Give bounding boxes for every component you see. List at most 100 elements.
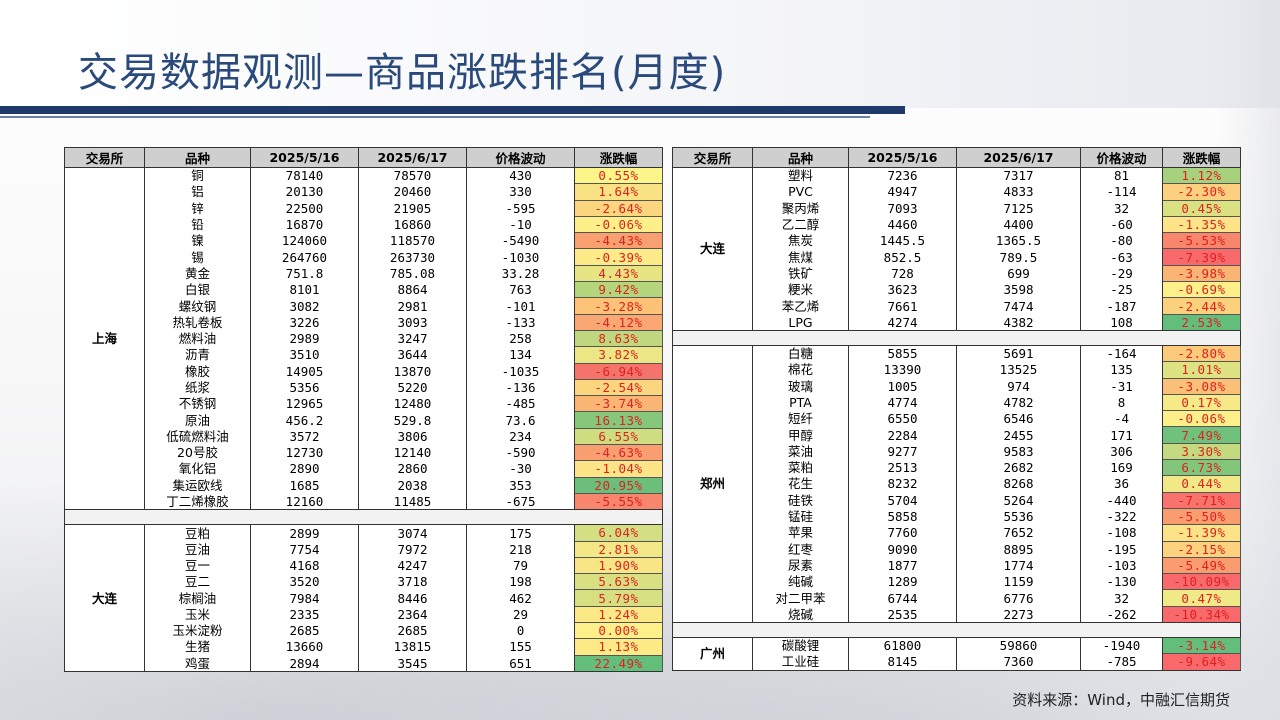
price-change-cell: 29 (466, 606, 575, 623)
product-cell: PTA (752, 394, 849, 411)
price-end-cell: 785.08 (358, 265, 467, 282)
price-change-cell: 32 (1080, 589, 1163, 607)
table-row: 棉花 13390 13525 135 1.01% (673, 361, 1241, 379)
pct-change-cell: -2.15% (1162, 540, 1241, 558)
group-separator (64, 509, 663, 526)
price-start-cell: 9090 (848, 541, 957, 558)
price-end-cell: 13525 (956, 361, 1081, 379)
product-cell: 铁矿 (752, 265, 849, 282)
price-change-cell: 134 (466, 346, 575, 364)
pct-change-cell: -7.39% (1162, 248, 1241, 266)
table-row: 铝 20130 20460 330 1.64% (65, 183, 663, 201)
price-change-cell: -10 (466, 216, 575, 233)
pct-change-cell: -0.06% (1162, 410, 1241, 428)
table-row: 烧碱 2535 2273 -262 -10.34% (673, 605, 1241, 624)
price-end-cell: 5536 (956, 508, 1081, 525)
header-date2: 2025/6/17 (358, 147, 467, 168)
pct-change-cell: -0.06% (574, 215, 663, 234)
product-cell: 豆粕 (144, 524, 251, 542)
price-start-cell: 1877 (848, 557, 957, 574)
table-row: 20号胶 12730 12140 -590 -4.63% (65, 444, 663, 462)
price-start-cell: 4460 (848, 216, 957, 233)
table-row: 铁矿 728 699 -29 -3.98% (673, 264, 1241, 283)
product-cell: 短纤 (752, 410, 849, 427)
price-start-cell: 6744 (848, 589, 957, 607)
pct-change-cell: 1.12% (1162, 166, 1241, 185)
product-cell: 焦炭 (752, 232, 849, 249)
price-change-cell: -675 (466, 493, 575, 511)
header-product: 品种 (752, 147, 849, 168)
price-end-cell: 7317 (956, 167, 1081, 184)
price-start-cell: 5356 (250, 379, 359, 396)
table-row: 低硫燃料油 3572 3806 234 6.55% (65, 427, 663, 446)
price-start-cell: 3082 (250, 297, 359, 315)
price-end-cell: 2685 (358, 622, 467, 639)
product-cell: LPG (752, 314, 849, 331)
price-change-cell: -133 (466, 314, 575, 331)
pct-change-cell: 16.13% (574, 411, 663, 429)
price-end-cell: 20460 (358, 183, 467, 201)
product-cell: 对二甲苯 (752, 589, 849, 607)
price-change-cell: 32 (1080, 200, 1163, 217)
price-change-cell: -60 (1080, 216, 1163, 233)
product-cell: 红枣 (752, 541, 849, 558)
price-start-cell: 2513 (848, 459, 957, 476)
pct-change-cell: 0.45% (1162, 199, 1241, 217)
pct-change-cell: -2.30% (1162, 183, 1241, 201)
price-change-cell: -31 (1080, 378, 1163, 395)
price-start-cell: 3572 (250, 428, 359, 445)
table-row: 橡胶 14905 13870 -1035 -6.94% (65, 362, 663, 380)
price-end-cell: 7652 (956, 524, 1081, 542)
product-cell: 白糖 (752, 345, 849, 362)
price-end-cell: 2860 (358, 460, 467, 478)
price-end-cell: 2273 (956, 606, 1081, 624)
price-end-cell: 3806 (358, 428, 467, 445)
product-cell: PVC (752, 183, 849, 201)
price-end-cell: 8864 (358, 281, 467, 298)
product-cell: 硅铁 (752, 492, 849, 509)
price-end-cell: 8895 (956, 541, 1081, 558)
separator-cell (64, 509, 663, 526)
price-end-cell: 78570 (358, 167, 467, 184)
price-end-cell: 263730 (358, 248, 467, 266)
product-cell: 花生 (752, 475, 849, 493)
product-cell: 原油 (144, 411, 251, 429)
price-change-cell: -136 (466, 379, 575, 396)
price-change-cell: 175 (466, 524, 575, 542)
price-start-cell: 61800 (848, 637, 957, 654)
price-start-cell: 7236 (848, 167, 957, 184)
price-start-cell: 22500 (250, 200, 359, 217)
pct-change-cell: 5.79% (574, 589, 663, 607)
header-exchange: 交易所 (64, 147, 145, 168)
pct-change-cell: 7.49% (1162, 426, 1241, 444)
exchange-cell: 郑州 (672, 344, 753, 624)
title-underline-thin (0, 116, 870, 118)
table-row: 短纤 6550 6546 -4 -0.06% (673, 410, 1241, 428)
price-start-cell: 264760 (250, 248, 359, 266)
pct-change-cell: -1.35% (1162, 215, 1241, 234)
price-change-cell: -1030 (466, 248, 575, 266)
table-row: 锰硅 5858 5536 -322 -5.50% (673, 507, 1241, 526)
price-start-cell: 3226 (250, 314, 359, 331)
price-start-cell: 7984 (250, 589, 359, 607)
price-start-cell: 2335 (250, 606, 359, 623)
pct-change-cell: 1.90% (574, 556, 663, 575)
price-change-cell: 462 (466, 589, 575, 607)
exchange-cell: 大连 (64, 524, 145, 672)
product-cell: 氧化铝 (144, 460, 251, 478)
price-start-cell: 1685 (250, 477, 359, 494)
price-change-cell: 79 (466, 557, 575, 574)
pct-change-cell: 6.55% (574, 427, 663, 446)
price-start-cell: 4774 (848, 394, 957, 411)
product-cell: 玉米淀粉 (144, 622, 251, 639)
price-change-cell: -164 (1080, 345, 1163, 362)
price-change-cell: 36 (1080, 475, 1163, 493)
header-product: 品种 (144, 147, 251, 168)
price-change-cell: -29 (1080, 265, 1163, 282)
pct-change-cell: -3.08% (1162, 377, 1241, 395)
pct-change-cell: 0.44% (1162, 475, 1241, 493)
table-row: 集运欧线 1685 2038 353 20.95% (65, 476, 663, 494)
pct-change-cell: 2.53% (1162, 313, 1241, 331)
table-row: LPG 4274 4382 108 2.53% (673, 313, 1241, 331)
table-row: 镍 124060 118570 -5490 -4.43% (65, 232, 663, 250)
